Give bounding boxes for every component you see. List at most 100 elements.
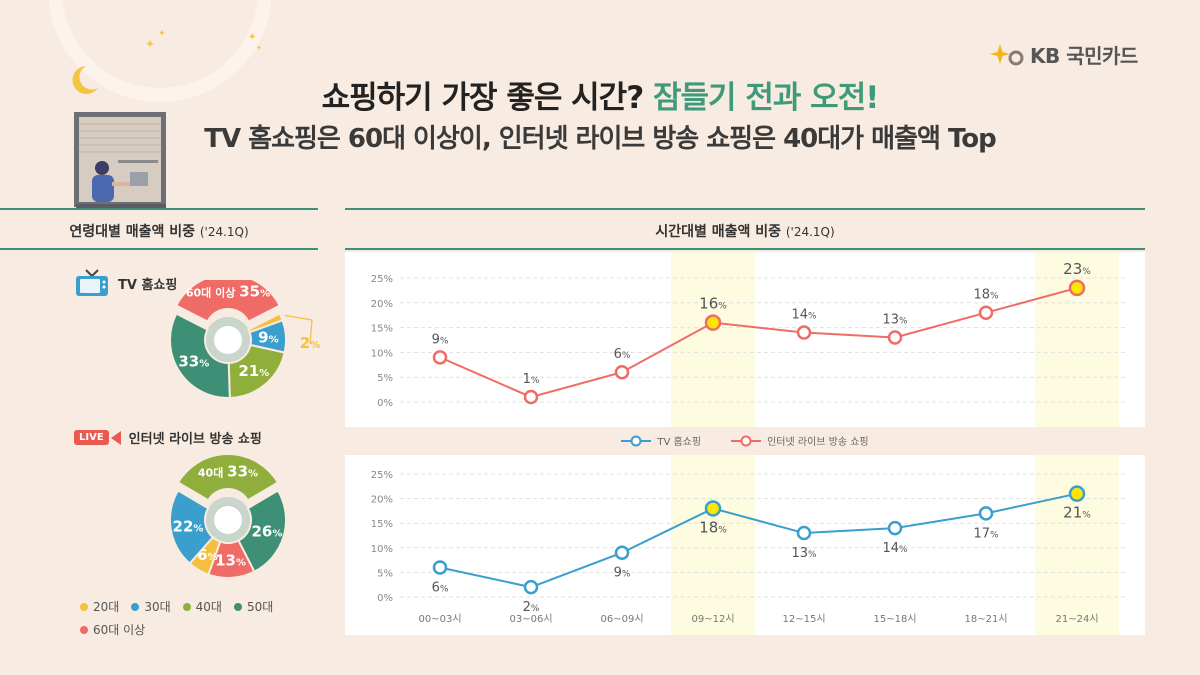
live-pie-chart: 40대 33% 26% 13%6% 22%	[169, 453, 287, 579]
pie-center-hole	[214, 506, 242, 534]
right-section-line-top	[345, 208, 1145, 210]
right-section-line-bottom	[345, 248, 1145, 250]
pie-label-0: 60대 이상 35%	[186, 283, 270, 301]
data-point	[1068, 485, 1086, 502]
data-label: 14%	[882, 541, 908, 556]
brand-logo: KB 국민카드	[990, 40, 1138, 69]
left-section-line-top	[0, 208, 318, 210]
title-part1: 쇼핑하기 가장 좋은 시간?	[321, 80, 653, 116]
svg-text:✦: ✦	[248, 32, 256, 43]
data-point	[978, 506, 994, 521]
data-point	[978, 305, 994, 320]
data-point	[523, 579, 539, 595]
y-tick-label: 10%	[371, 544, 393, 555]
pie-label-1: 2%	[300, 334, 320, 352]
data-point	[704, 314, 722, 331]
kb-star-logo	[990, 43, 1024, 65]
pie-slice-3	[227, 343, 286, 400]
pie-slice-4	[169, 312, 231, 399]
line-legend: TV 홈쇼핑 인터넷 라이브 방송 쇼핑	[345, 433, 1145, 448]
data-label: 18%	[973, 288, 999, 303]
y-tick-label: 20%	[371, 495, 393, 506]
series-line-1	[439, 492, 1078, 589]
y-tick-label: 10%	[371, 348, 393, 359]
data-label: 2%	[523, 600, 540, 615]
tv-icon	[76, 269, 108, 296]
brand-name: KB 국민카드	[1030, 44, 1138, 68]
legend-item-20s: 20대	[80, 598, 119, 615]
live-badge: LIVE	[74, 430, 109, 445]
x-tick-label: 15~18시	[873, 613, 916, 625]
x-tick-label: 18~21시	[964, 613, 1007, 625]
data-point	[614, 545, 630, 560]
left-section-title: 연령대별 매출액 비중 ('24.1Q)	[69, 224, 249, 240]
page-title: 쇼핑하기 가장 좋은 시간? 잠들기 전과 오전!	[0, 72, 1200, 117]
legend-item-40s: 40대	[182, 598, 222, 615]
live-camera-icon: LIVE	[74, 430, 121, 445]
data-point	[796, 325, 812, 340]
x-tick-label: 03~06시	[509, 613, 552, 625]
pie-slice-1	[237, 489, 287, 574]
pie-center-hole	[214, 326, 242, 354]
data-label: 13%	[791, 546, 817, 561]
pie-slice-4	[169, 489, 215, 565]
pie-label-4: 22%	[173, 517, 204, 535]
data-label: 16%	[699, 295, 727, 313]
data-label: 17%	[973, 526, 999, 541]
data-label: 18%	[699, 518, 727, 536]
live-pie-title: 인터넷 라이브 방송 쇼핑	[128, 432, 262, 447]
data-label: 13%	[882, 313, 908, 328]
data-label: 21%	[1063, 504, 1091, 522]
right-section-title: 시간대별 매출액 비중 ('24.1Q)	[655, 224, 835, 240]
data-point	[432, 350, 448, 365]
line-legend-live: 인터넷 라이브 방송 쇼핑	[731, 433, 869, 448]
x-tick-label: 06~09시	[600, 613, 643, 625]
highlight-column	[1035, 455, 1119, 635]
data-label: 23%	[1063, 260, 1091, 278]
pie-label-2: 9%	[258, 328, 278, 346]
moon-window-icon: ✦ ✦ ✦ ✦	[48, 0, 272, 209]
x-tick-label: 21~24시	[1055, 613, 1098, 625]
live-pie-header: LIVE 인터넷 라이브 방송 쇼핑	[74, 428, 262, 447]
pie-leader-line	[284, 314, 313, 345]
data-point	[887, 520, 903, 536]
x-tick-label: 00~03시	[418, 613, 461, 625]
x-tick-label: 12~15시	[782, 613, 825, 625]
series-line-0	[439, 286, 1078, 399]
data-label: 9%	[614, 566, 631, 581]
y-tick-label: 25%	[371, 274, 393, 285]
tv-pie-header: TV 홈쇼핑	[74, 268, 177, 298]
pie-label-1: 26%	[251, 522, 282, 540]
data-point	[704, 500, 722, 517]
left-section-line-bottom	[0, 248, 318, 250]
data-point	[614, 364, 630, 380]
svg-text:✦: ✦	[158, 29, 166, 39]
svg-text:✦: ✦	[145, 37, 155, 51]
highlight-column	[671, 455, 755, 635]
y-tick-label: 20%	[371, 299, 393, 310]
svg-text:✦: ✦	[256, 44, 262, 52]
legend-item-30s: 30대	[131, 598, 171, 615]
tv-pie-chart: 60대 이상 35% 2% 9% 21% 33%	[169, 280, 320, 400]
data-point	[1068, 279, 1086, 297]
title-accent: 잠들기 전과 오전!	[652, 80, 879, 116]
data-point	[523, 389, 539, 405]
x-tick-label: 09~12시	[691, 613, 734, 625]
data-label: 14%	[791, 308, 817, 323]
data-point	[796, 525, 812, 541]
line-legend-tv: TV 홈쇼핑	[621, 433, 701, 448]
pie-label-4: 33%	[178, 353, 209, 371]
y-tick-label: 5%	[377, 568, 393, 579]
pie-slice-0	[176, 453, 280, 502]
data-label: 6%	[432, 580, 449, 595]
age-legend: 20대 30대 40대 50대 60대 이상	[80, 598, 310, 638]
data-point	[887, 330, 903, 345]
y-tick-label: 15%	[371, 519, 393, 530]
y-tick-label: 25%	[371, 470, 393, 481]
y-tick-label: 15%	[371, 324, 393, 335]
legend-item-60s: 60대 이상	[80, 621, 145, 638]
pie-label-3: 21%	[238, 362, 269, 380]
highlight-column	[671, 252, 755, 427]
y-tick-label: 0%	[377, 398, 393, 409]
tv-pie-title: TV 홈쇼핑	[118, 277, 178, 293]
